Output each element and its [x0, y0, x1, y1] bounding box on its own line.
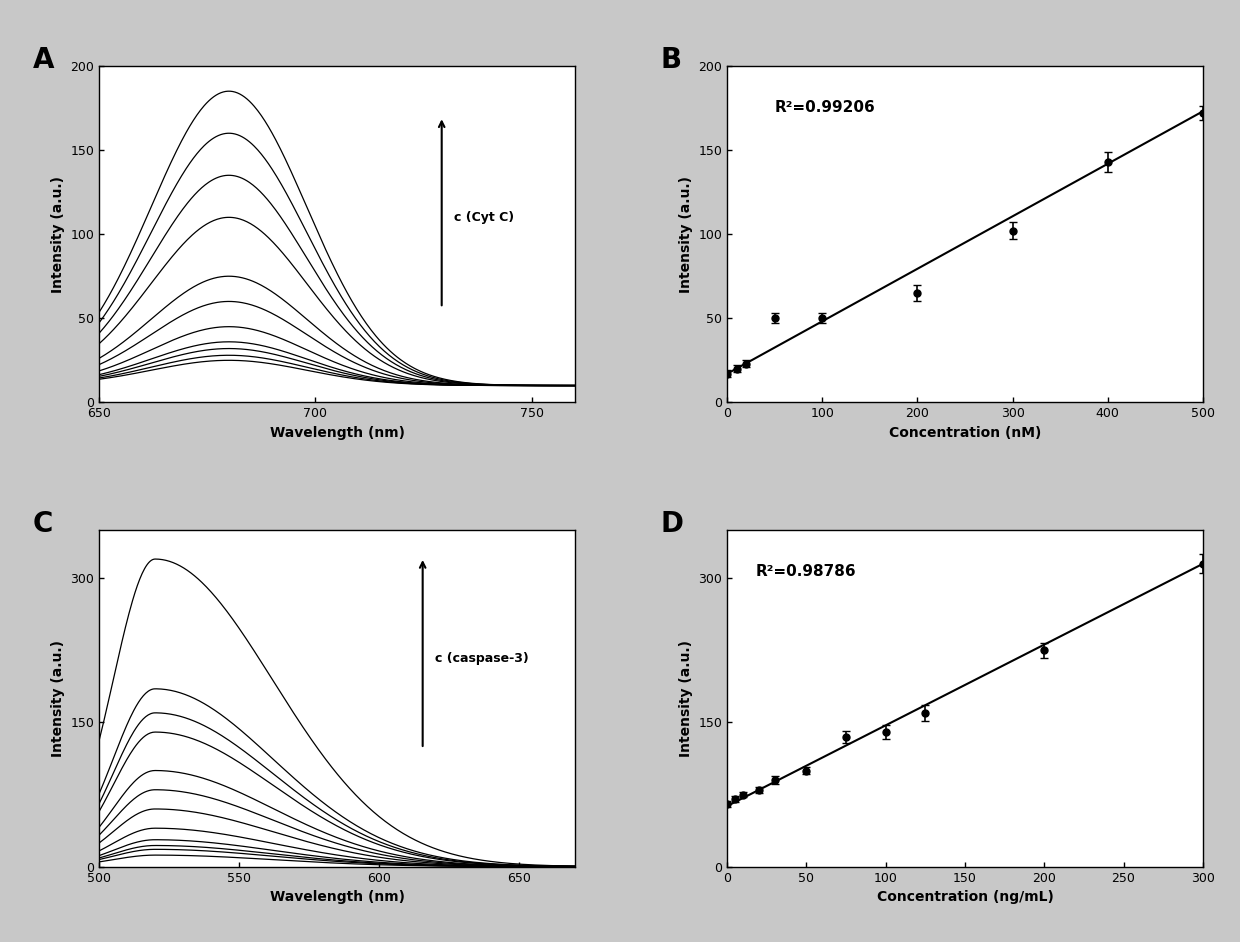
Text: B: B: [661, 46, 682, 73]
Text: D: D: [661, 510, 683, 538]
Y-axis label: Intensity (a.u.): Intensity (a.u.): [51, 175, 64, 293]
Text: R²=0.99206: R²=0.99206: [775, 100, 875, 115]
Y-axis label: Intensity (a.u.): Intensity (a.u.): [678, 640, 693, 757]
Y-axis label: Intensity (a.u.): Intensity (a.u.): [678, 175, 693, 293]
Text: A: A: [32, 46, 55, 73]
Text: c (caspase-3): c (caspase-3): [434, 652, 528, 664]
X-axis label: Concentration (ng/mL): Concentration (ng/mL): [877, 890, 1054, 904]
Text: C: C: [32, 510, 53, 538]
X-axis label: Wavelength (nm): Wavelength (nm): [269, 890, 404, 904]
X-axis label: Concentration (nM): Concentration (nM): [889, 426, 1042, 440]
Text: c (Cyt C): c (Cyt C): [454, 211, 513, 224]
X-axis label: Wavelength (nm): Wavelength (nm): [269, 426, 404, 440]
Text: R²=0.98786: R²=0.98786: [755, 564, 857, 578]
Y-axis label: Intensity (a.u.): Intensity (a.u.): [51, 640, 64, 757]
